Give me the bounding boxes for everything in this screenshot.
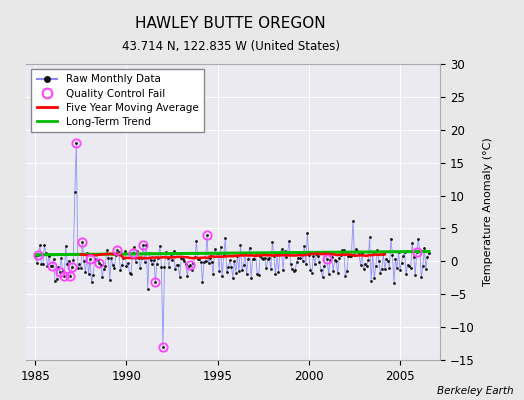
Text: Berkeley Earth: Berkeley Earth [437,386,514,396]
Text: HAWLEY BUTTE OREGON: HAWLEY BUTTE OREGON [135,16,326,31]
Legend: Raw Monthly Data, Quality Control Fail, Five Year Moving Average, Long-Term Tren: Raw Monthly Data, Quality Control Fail, … [31,69,204,132]
Text: 43.714 N, 122.835 W (United States): 43.714 N, 122.835 W (United States) [122,40,340,53]
Y-axis label: Temperature Anomaly (°C): Temperature Anomaly (°C) [483,138,493,286]
